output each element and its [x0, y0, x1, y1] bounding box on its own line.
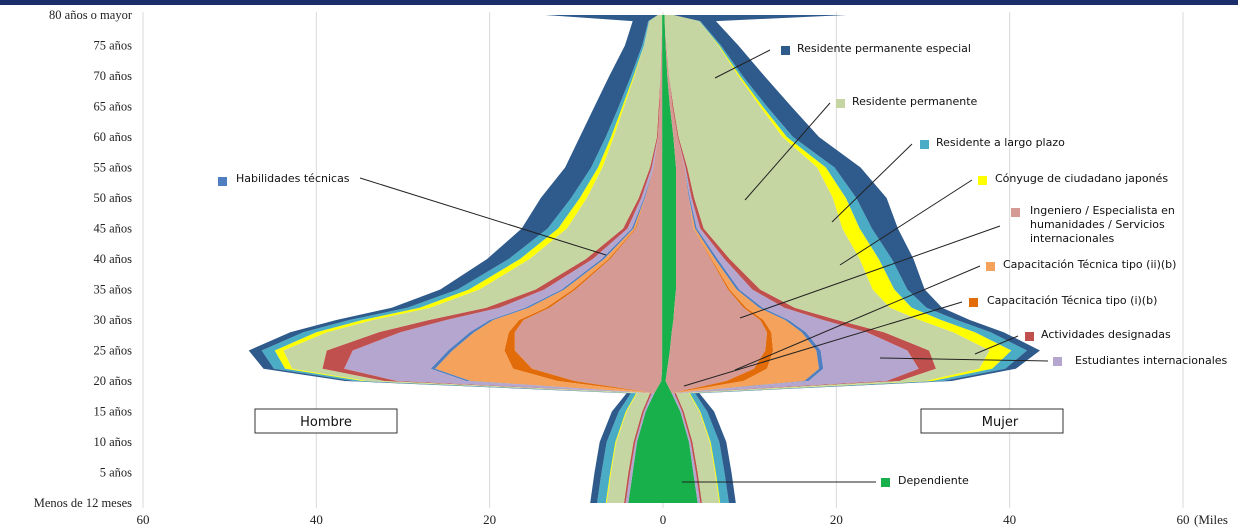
hombre-label-box	[254, 408, 398, 434]
age-tick-label: 50 años	[93, 191, 132, 205]
age-tick-label: 55 años	[93, 161, 132, 175]
series-area-male-5	[344, 15, 663, 503]
age-tick-label: 30 años	[93, 313, 132, 327]
age-tick-label: 80 años o mayor	[49, 8, 133, 22]
legend-label: Capacitación Técnica tipo (ii)(b)	[1003, 258, 1176, 271]
legend-swatch	[920, 140, 929, 149]
legend-label: Capacitación Técnica tipo (i)(b)	[987, 294, 1157, 307]
x-tick-label: 20	[830, 512, 843, 527]
legend-leader-line	[974, 335, 1019, 355]
legend-swatch	[1025, 332, 1034, 341]
series-area-female-8	[673, 15, 1012, 503]
legend-swatch	[781, 46, 790, 55]
series-area-female-9	[673, 15, 1027, 503]
legend-swatch	[218, 177, 227, 186]
legend-label: Dependiente	[898, 474, 969, 487]
series-area-female-5	[664, 15, 919, 503]
legend-swatch	[978, 176, 987, 185]
legend-label: Ingeniero / Especialista en humanidades /…	[1030, 204, 1175, 245]
legend-leader-line	[359, 177, 607, 256]
x-tick-label: 20	[483, 512, 496, 527]
legend-swatch	[969, 298, 978, 307]
legend-label: Actividades designadas	[1041, 328, 1171, 341]
legend-leader-line	[839, 179, 973, 266]
legend-leader-line	[879, 357, 1049, 362]
legend-leader-line	[739, 225, 1001, 319]
series-area-male-9	[261, 15, 658, 503]
age-tick-label: 60 años	[93, 130, 132, 144]
age-tick-label: 20 años	[93, 374, 132, 388]
x-tick-label: 0	[660, 512, 667, 527]
legend-leader-line	[744, 102, 831, 201]
age-tick-label: 25 años	[93, 344, 132, 358]
legend-label: Residente permanente especial	[797, 42, 971, 55]
legend-swatch	[1053, 357, 1062, 366]
series-area-female-1	[664, 15, 767, 503]
series-area-male-1	[514, 15, 663, 503]
legend-leader-line	[734, 265, 981, 371]
top-border	[0, 0, 1238, 5]
legend-label: Residente permanente	[852, 95, 978, 108]
x-unit-label: (Miles	[1194, 512, 1228, 527]
legend-label: Estudiantes internacionales	[1075, 354, 1228, 367]
age-tick-label: 10 años	[93, 435, 132, 449]
x-tick-label: 40	[310, 512, 323, 527]
age-tick-label: 65 años	[93, 100, 132, 114]
age-tick-label: 45 años	[93, 222, 132, 236]
series-area-male-3	[435, 15, 663, 503]
series-area-female-3	[664, 15, 819, 503]
series-area-male-10	[248, 15, 658, 503]
age-tick-label: 75 años	[93, 39, 132, 53]
x-tick-label: 60	[136, 512, 149, 527]
legend-label: Habilidades técnicas	[236, 172, 350, 185]
age-tick-label: Menos de 12 meses	[34, 496, 132, 510]
legend-leader-line	[831, 143, 913, 223]
legend-swatch	[836, 99, 845, 108]
series-area-male-0	[628, 15, 663, 503]
x-tick-label: 40	[1003, 512, 1016, 527]
legend-label: Residente a largo plazo	[936, 136, 1065, 149]
legend-leader-line	[714, 49, 771, 79]
series-area-female-10	[673, 15, 1040, 503]
age-tick-label: 5 años	[100, 466, 132, 480]
legend-swatch	[1011, 208, 1020, 217]
series-area-female-0	[663, 15, 698, 503]
legend-swatch	[986, 262, 995, 271]
series-area-male-7	[283, 15, 663, 503]
age-tick-label: 15 años	[93, 405, 132, 419]
age-tick-label: 70 años	[93, 69, 132, 83]
hombre-label: Hombre	[300, 415, 352, 430]
legend-leader-line	[683, 301, 963, 387]
legend-label: Cónyuge de ciudadano japonés	[995, 172, 1168, 185]
x-tick-label: 60	[1177, 512, 1190, 527]
mujer-label: Mujer	[982, 415, 1019, 430]
age-tick-label: 40 años	[93, 252, 132, 266]
legend-swatch	[881, 478, 890, 487]
age-tick-label: 35 años	[93, 283, 132, 297]
series-area-female-7	[664, 15, 990, 503]
mujer-label-box	[920, 408, 1064, 434]
